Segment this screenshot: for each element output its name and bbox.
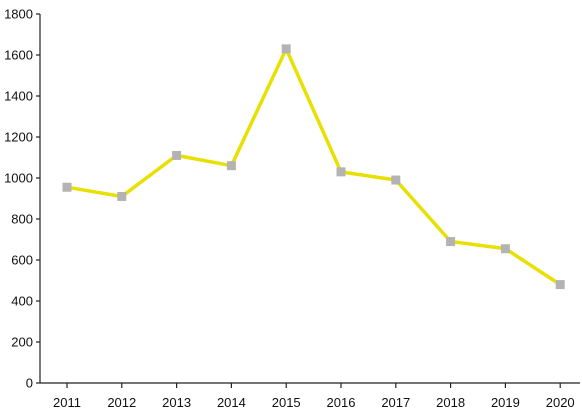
x-tick-label: 2018 [436, 395, 465, 410]
x-tick-label: 2020 [546, 395, 575, 410]
y-tick-label: 0 [26, 376, 33, 391]
data-point-2017 [391, 175, 401, 185]
x-axis: 2011 2012 2013 2014 2015 2016 2017 2018 2019 2020 [40, 382, 580, 410]
data-point-2019 [500, 244, 510, 254]
y-tick-label: 1400 [4, 89, 33, 104]
data-point-2012 [117, 191, 127, 201]
data-point-2016 [336, 167, 346, 177]
data-point-2014 [226, 161, 236, 171]
y-tick-label: 400 [11, 294, 33, 309]
y-tick-label: 600 [11, 253, 33, 268]
data-point-2020 [555, 280, 565, 290]
y-tick-label: 1000 [4, 171, 33, 186]
data-point-2018 [446, 237, 456, 247]
data-point-2015 [281, 44, 291, 54]
x-tick-label: 2014 [217, 395, 246, 410]
y-axis: 0 200 400 600 800 1000 1200 1400 1600 1800 [4, 7, 41, 391]
x-tick-label: 2011 [53, 395, 81, 410]
series-line [66, 44, 562, 287]
y-tick-label: 1200 [4, 130, 33, 145]
x-tick-label: 2016 [327, 395, 356, 410]
y-tick-label: 1600 [4, 48, 33, 63]
y-tick-label: 800 [11, 212, 33, 227]
y-tick-label: 1800 [4, 7, 33, 22]
x-tick-label: 2015 [272, 395, 301, 410]
x-tick-label: 2017 [381, 395, 410, 410]
x-tick-label: 2013 [162, 395, 191, 410]
x-tick-label: 2012 [107, 395, 136, 410]
y-tick-label: 200 [11, 335, 33, 350]
data-point-2013 [172, 150, 182, 160]
x-tick-label: 2019 [491, 395, 520, 410]
plot-area [62, 44, 565, 290]
data-point-2011 [62, 182, 72, 192]
